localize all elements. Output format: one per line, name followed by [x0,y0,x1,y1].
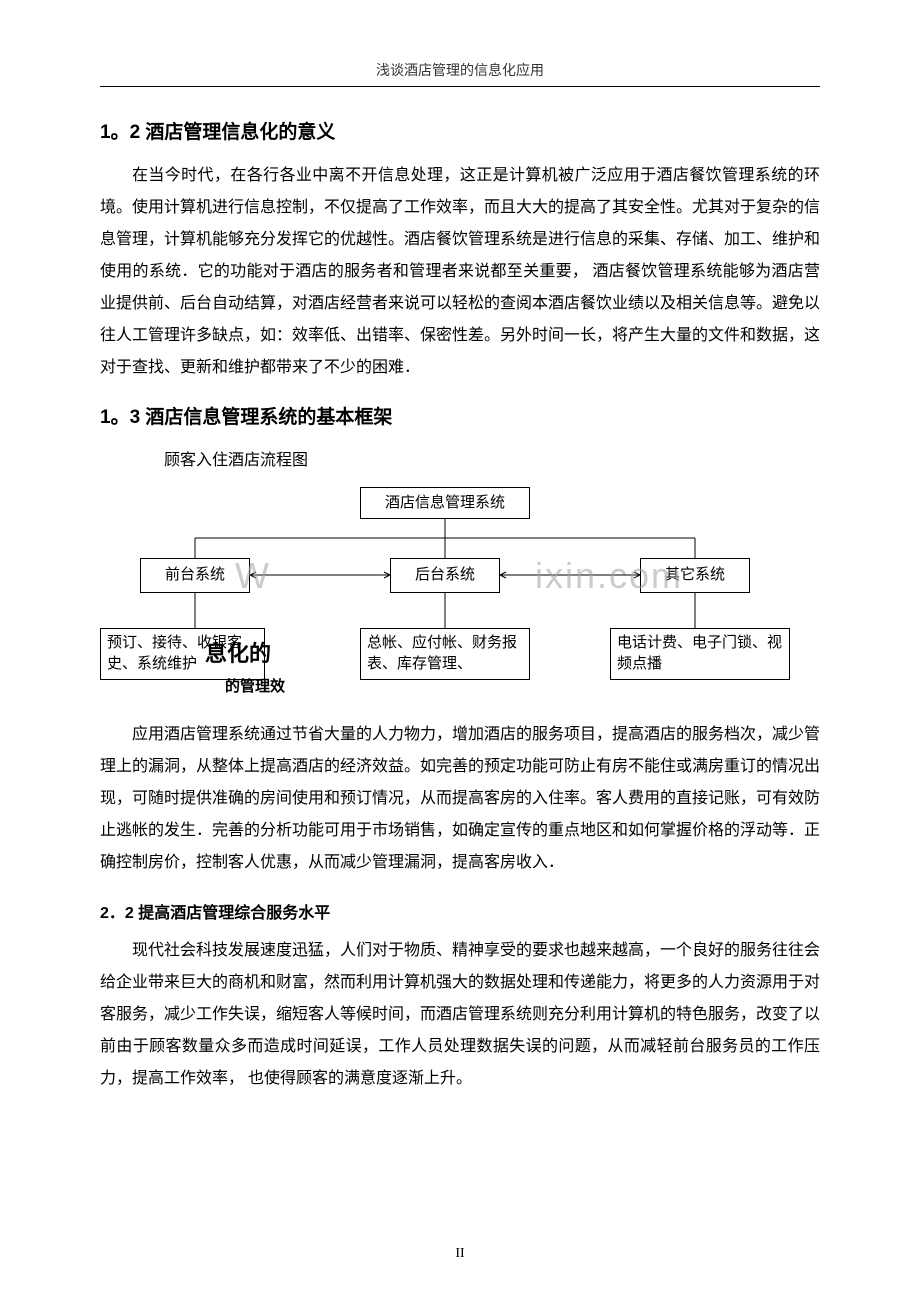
paragraph-2-1: 应用酒店管理系统通过节省大量的人力物力，增加酒店的服务项目，提高酒店的服务档次，… [100,719,820,879]
node-mid-2: 后台系统 [390,558,500,593]
heading-1-3: 1。3 酒店信息管理系统的基本框架 [100,402,820,429]
obscured-heading: 息化的 [205,636,271,668]
page-header: 浅谈酒店管理的信息化应用 [100,60,820,87]
node-mid-3: 其它系统 [640,558,750,593]
page-number: II [0,1246,920,1262]
paragraph-2-2: 现代社会科技发展速度迅猛，人们对于物质、精神享受的要求也越来越高，一个良好的服务… [100,935,820,1095]
node-leaf-2: 总帐、应付帐、财务报表、库存管理、 [360,628,530,680]
node-root: 酒店信息管理系统 [360,487,530,519]
node-leaf-3: 电话计费、电子门锁、视频点播 [610,628,790,680]
diagram-caption: 顾客入住酒店流程图 [100,445,820,477]
heading-2-2: 2．2 提高酒店管理综合服务水平 [100,899,820,923]
paragraph-1-2: 在当今时代，在各行各业中离不开信息处理，这正是计算机被广泛应用于酒店餐饮管理系统… [100,160,820,384]
heading-1-2: 1。2 酒店管理信息化的意义 [100,117,820,144]
node-mid-1: 前台系统 [140,558,250,593]
flowchart: 酒店信息管理系统 前台系统 后台系统 其它系统 预订、接待、收银客史、系统维护 … [100,483,820,713]
obscured-subheading: 的管理效 [225,675,285,696]
